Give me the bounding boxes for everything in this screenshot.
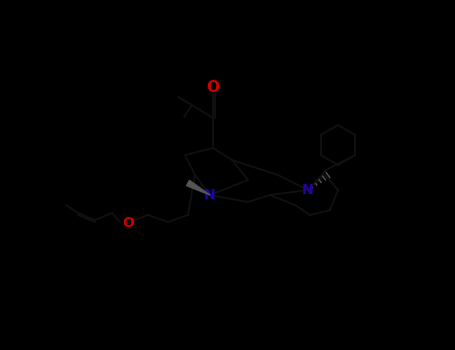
- Text: N: N: [302, 183, 314, 197]
- Polygon shape: [187, 180, 210, 195]
- Text: O: O: [207, 79, 219, 94]
- Text: N: N: [204, 188, 216, 202]
- Text: O: O: [122, 216, 134, 230]
